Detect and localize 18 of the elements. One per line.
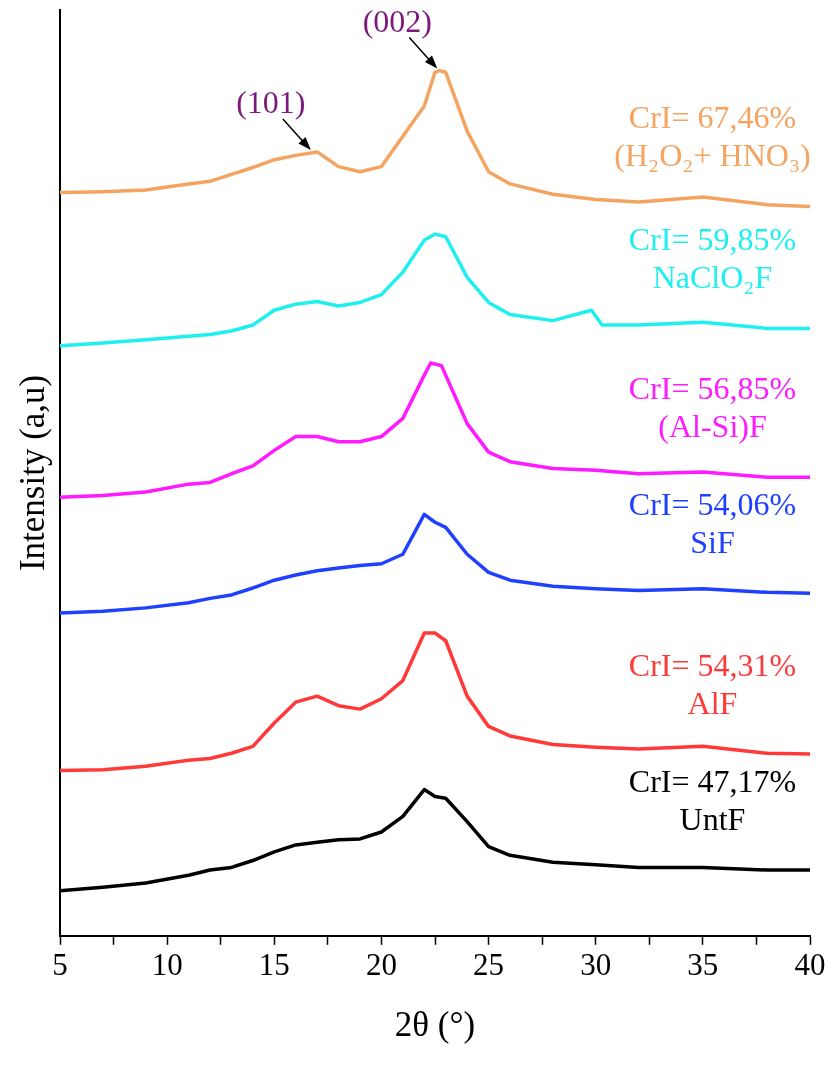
x-tick-label: 20: [365, 946, 397, 982]
x-tick-label: 5: [52, 946, 68, 982]
x-tick-label: 15: [258, 946, 290, 982]
annotation: (101): [236, 83, 306, 120]
x-axis-title: 2θ (°): [394, 1005, 476, 1045]
x-tick-label: 25: [473, 946, 505, 982]
y-axis-title: Intensity (a,u): [13, 374, 53, 572]
series-label: CrI= 67,46% (H₂O₂+ HNO₃): [614, 99, 811, 174]
x-tick-label: 40: [794, 946, 826, 982]
series-label: CrI= 59,85% NaClO₂F: [628, 221, 797, 296]
series-label: CrI= 56,85% (Al-Si)F: [628, 370, 797, 445]
series-label: CrI= 54,06% SiF: [628, 486, 797, 561]
x-tick-label: 30: [580, 946, 612, 982]
series-label: CrI= 47,17% UntF: [628, 763, 797, 838]
x-tick-label: 35: [687, 946, 719, 982]
x-tick-label: 10: [151, 946, 183, 982]
annotation: (002): [362, 2, 432, 39]
series-label: CrI= 54,31% AlF: [628, 647, 797, 722]
